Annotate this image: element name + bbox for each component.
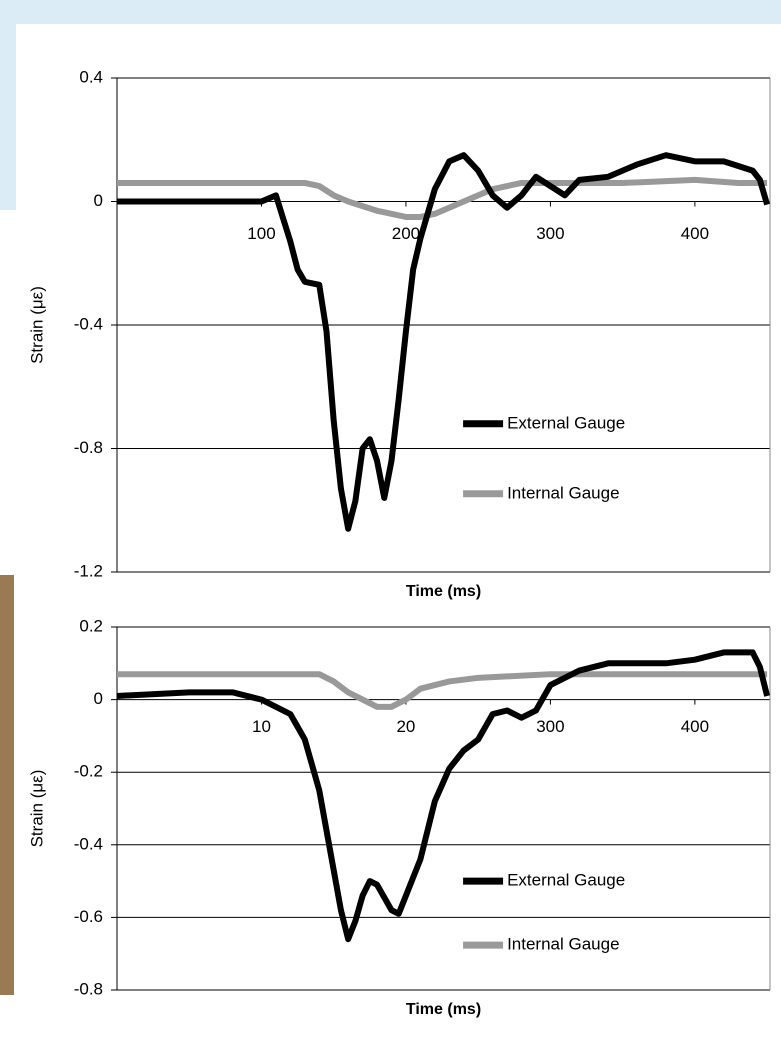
y-tick-label: -1.2: [74, 561, 103, 580]
x-tick-label: 20: [396, 717, 415, 736]
background-band: [0, 0, 16, 210]
x-tick-label: 400: [681, 224, 709, 243]
background-band: [0, 0, 781, 24]
y-tick-label: 0.4: [79, 67, 103, 86]
y-tick-label: -0.4: [74, 834, 103, 853]
series-line: [117, 176, 768, 220]
y-tick-label: -0.6: [74, 907, 103, 926]
background-photo: [0, 575, 14, 995]
series-line: [117, 152, 770, 532]
series-line: [117, 671, 768, 710]
y-tick-label: 0: [94, 191, 103, 210]
y-axis-title: Strain (με): [27, 286, 46, 364]
y-tick-label: -0.2: [74, 762, 103, 781]
legend-label: Internal Gauge: [507, 483, 619, 502]
x-tick-label: 200: [392, 224, 420, 243]
x-axis-title: Time (ms): [406, 1001, 481, 1018]
x-tick-label: 300: [536, 224, 564, 243]
legend-label: External Gauge: [507, 871, 625, 890]
x-tick-label: 100: [247, 224, 275, 243]
x-tick-label: 300: [536, 717, 564, 736]
x-tick-label: 400: [681, 717, 709, 736]
y-tick-label: -0.8: [74, 438, 103, 457]
series-line: [116, 649, 771, 943]
x-axis-title: Time (ms): [406, 583, 481, 600]
y-tick-label: 0: [94, 689, 103, 708]
y-tick-label: -0.8: [74, 979, 103, 998]
legend-label: External Gauge: [507, 413, 625, 432]
x-tick-label: 10: [252, 717, 271, 736]
legend-label: Internal Gauge: [507, 935, 619, 954]
y-tick-label: -0.4: [74, 314, 103, 333]
y-axis-title: Strain (με): [27, 770, 46, 848]
y-tick-label: 0.2: [79, 616, 103, 635]
